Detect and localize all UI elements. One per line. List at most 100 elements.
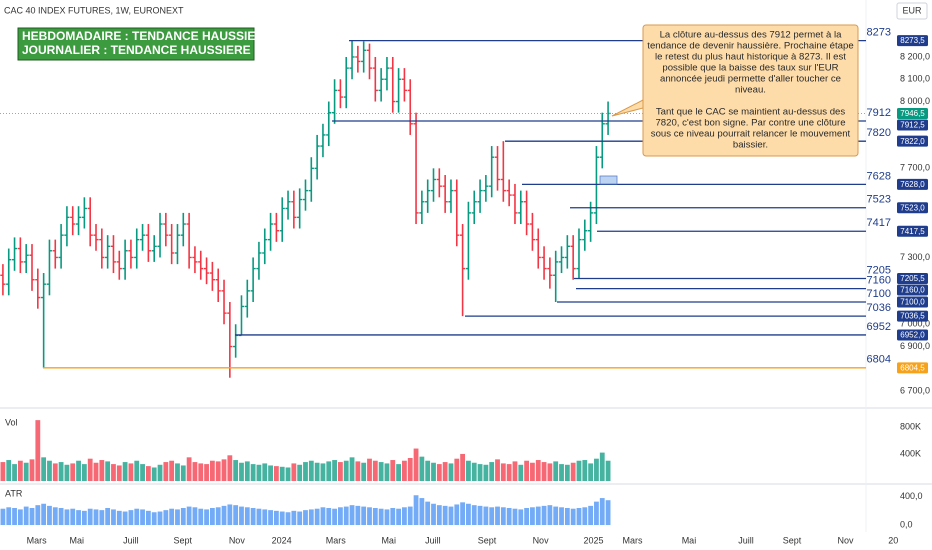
atr-bar [64,509,70,525]
y-tick-label: 7 000,0 [900,319,930,329]
atr-bar [605,500,611,525]
atr-bar [6,507,12,525]
volume-bar [273,466,279,481]
volume-bar [541,462,547,481]
atr-bar [29,508,35,525]
y-tick-label: 8 000,0 [900,96,930,106]
atr-bar [576,508,582,525]
atr-bar [460,502,466,525]
volume-bar [52,463,58,481]
atr-bar [367,507,372,525]
callout-line: niveau. [735,85,766,96]
volume-bar [547,463,553,481]
trend-text: JOURNALIER : TENDANCE HAUSSIERE [22,43,251,57]
atr-bar [477,505,483,525]
volume-bar [431,462,436,481]
volume-bar [460,453,466,481]
volume-bar [47,460,52,481]
atr-bar [250,508,256,525]
atr-bar [116,510,122,525]
volume-bar [320,463,326,481]
currency-button[interactable] [896,2,928,20]
atr-bar [314,508,320,525]
atr-bar [12,508,17,525]
atr-bar [390,508,396,525]
atr-bar [140,509,145,525]
volume-bar [570,462,576,481]
volume-bar [506,464,512,481]
volume-bar [564,464,570,481]
price-box-label: 7628,0 [900,180,925,189]
volume-bar [221,459,227,481]
volume-bar [361,462,367,481]
atr-bar [17,509,23,525]
atr-bar [396,508,401,525]
volume-bar [186,457,192,481]
volume-bar [291,463,297,481]
trend-text: HEBDOMADAIRE : TENDANCE HAUSSIERE [22,29,272,43]
volume-bar [338,462,343,481]
atr-bar [151,512,157,525]
atr-bar [47,505,52,525]
price-box [897,329,928,341]
atr-bar [76,510,81,525]
level-name: 7036 [867,302,891,314]
price-box [897,119,928,131]
atr-tick-label: 400,0 [900,491,923,501]
volume-bar [256,464,262,481]
price-box-label: 7205,5 [900,274,925,283]
volume-bar [151,467,157,481]
atr-bar [0,508,6,525]
atr-bar [192,507,198,525]
volume-bar [239,462,244,481]
volume-bar [407,458,413,481]
atr-bar [303,510,308,525]
atr-bar [547,505,553,525]
price-box [897,225,928,237]
volume-bar [140,464,145,481]
volume-bar [448,463,454,481]
price-box-label: 7160,0 [900,286,925,295]
volume-bar [512,461,518,481]
volume-bar [605,460,611,481]
y-tick-label: 6 900,0 [900,341,930,351]
y-tick-label: 7 700,0 [900,163,930,173]
x-tick-label: Mars [623,535,643,545]
volume-bar [396,464,401,481]
x-tick-label: Mai [381,535,396,545]
atr-bar [559,507,564,525]
price-box-label: 6804,5 [900,363,925,372]
atr-bar [70,508,76,525]
x-tick-label: Nov [533,535,550,545]
atr-bar [273,510,279,525]
level-name: 6952 [867,321,891,333]
price-box [897,107,928,119]
atr-bar [407,506,413,525]
atr-bar [93,509,99,525]
atr-bar [308,509,314,525]
currency[interactable]: EUR [902,5,922,15]
x-tick-label: Nov [229,535,246,545]
x-tick-label: 2024 [272,535,292,545]
volume-bar [326,461,332,481]
volume-bar [384,463,390,481]
atr-bar [500,507,506,525]
atr-bar [23,506,29,525]
volume-bar [128,463,134,481]
price-box [897,35,928,47]
volume-bar [105,461,111,481]
volume-bar [576,460,582,481]
volume-bar [111,464,116,481]
volume-bar [6,460,12,481]
x-tick-label: Juill [425,535,441,545]
volume-bar [0,462,6,481]
atr-bar [221,505,227,525]
volume-bar [122,462,128,481]
volume-bar [599,452,605,481]
volume-bar [175,463,180,481]
atr-bar [564,508,570,525]
atr-bar [256,508,262,525]
atr-bar [343,506,349,525]
atr-bar [332,508,337,525]
